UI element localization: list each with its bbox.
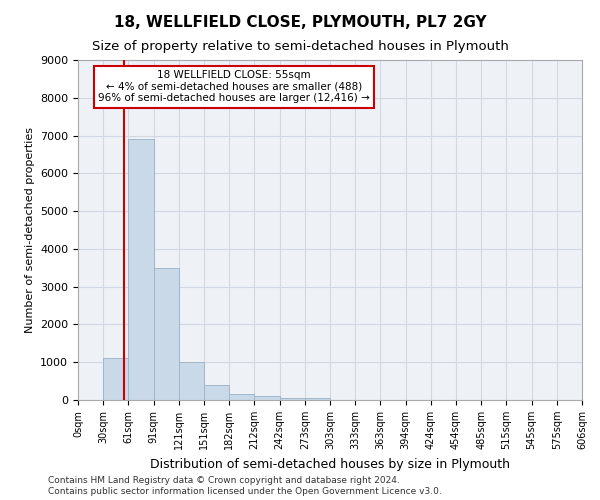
Bar <box>254 396 280 400</box>
Text: Contains public sector information licensed under the Open Government Licence v3: Contains public sector information licen… <box>48 487 442 496</box>
Text: 18 WELLFIELD CLOSE: 55sqm
← 4% of semi-detached houses are smaller (488)
96% of : 18 WELLFIELD CLOSE: 55sqm ← 4% of semi-d… <box>98 70 370 103</box>
Bar <box>204 385 229 400</box>
Bar <box>154 268 179 400</box>
Bar <box>305 398 330 400</box>
Bar <box>229 394 254 400</box>
Y-axis label: Number of semi-detached properties: Number of semi-detached properties <box>25 127 35 333</box>
Text: Contains HM Land Registry data © Crown copyright and database right 2024.: Contains HM Land Registry data © Crown c… <box>48 476 400 485</box>
Bar <box>280 398 305 400</box>
Text: Size of property relative to semi-detached houses in Plymouth: Size of property relative to semi-detach… <box>92 40 508 53</box>
Text: 18, WELLFIELD CLOSE, PLYMOUTH, PL7 2GY: 18, WELLFIELD CLOSE, PLYMOUTH, PL7 2GY <box>113 15 487 30</box>
X-axis label: Distribution of semi-detached houses by size in Plymouth: Distribution of semi-detached houses by … <box>150 458 510 470</box>
Bar <box>128 140 154 400</box>
Bar <box>103 358 128 400</box>
Bar <box>179 362 204 400</box>
